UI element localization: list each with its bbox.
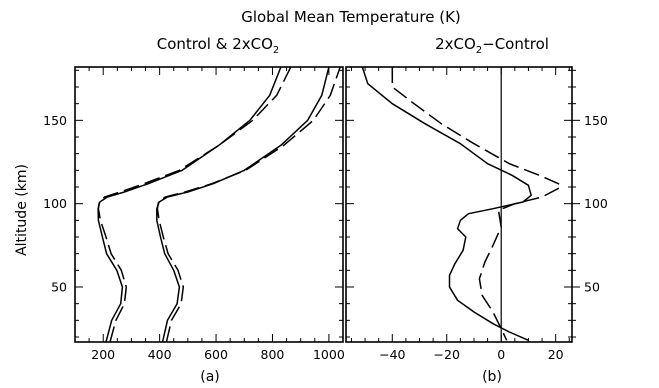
x-tick-label: 800 (261, 347, 285, 362)
y-tick-label-right: 150 (584, 113, 608, 128)
series-solid-line-1 (97, 66, 282, 343)
panel-a-plot: 200 400 600 800 1000 50 100 150 (43, 66, 345, 362)
plot-frame (74, 66, 344, 343)
y-tick-label: 100 (43, 196, 67, 211)
panel-a-title: Control & 2xCO2 (157, 35, 280, 56)
series-dashed-line-2 (391, 67, 562, 341)
x-tick-label: −40 (379, 347, 405, 362)
panel-b-plot: −40 −20 0 20 50 100 150 (345, 66, 608, 362)
panel-b-title: 2xCO2−Control (435, 35, 549, 56)
panel-a-label: (a) (200, 369, 220, 385)
y-tick-label: 50 (51, 280, 67, 295)
x-tick-label: 0 (497, 347, 505, 362)
y-axis-label: Altitude (km) (14, 164, 30, 256)
series-dashed-line-2 (97, 66, 292, 343)
y-tick-label-right: 50 (584, 280, 600, 295)
series-solid-line-1 (361, 66, 532, 341)
figure-title: Global Mean Temperature (K) (241, 8, 461, 26)
x-tick-label: 20 (548, 347, 564, 362)
series-dashed-line-4 (156, 66, 341, 343)
series-solid-line-3 (156, 66, 330, 343)
panel-b-label: (b) (482, 369, 502, 385)
x-tick-label: 1000 (313, 347, 345, 362)
x-tick-label: 200 (91, 347, 115, 362)
x-tick-label: −20 (434, 347, 460, 362)
x-tick-label: 600 (204, 347, 228, 362)
plot-frame (345, 66, 573, 343)
y-tick-label: 150 (43, 113, 67, 128)
x-tick-label: 400 (148, 347, 172, 362)
y-tick-label-right: 100 (584, 196, 608, 211)
